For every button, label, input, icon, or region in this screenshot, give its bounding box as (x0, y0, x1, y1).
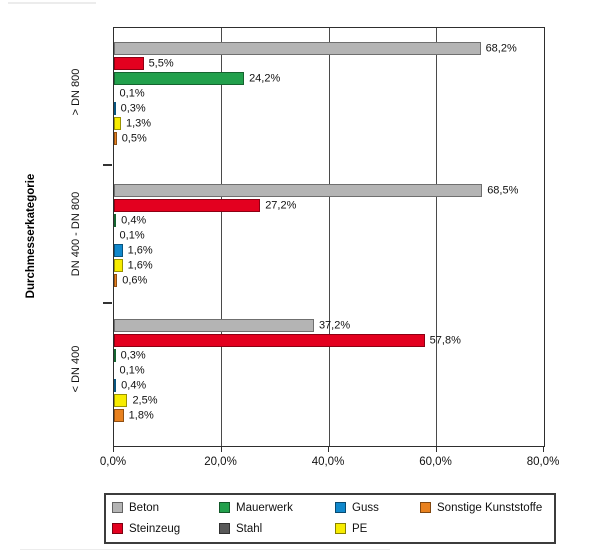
legend-box: Beton Mauerwerk Guss Sonstige Kunststoffe St… (104, 493, 556, 544)
bar-row-stahl: 0,1% (114, 87, 544, 100)
bar-mauerwerk (114, 349, 116, 362)
bar-row-stahl: 0,1% (114, 364, 544, 377)
bar-row-mauerwerk: 0,3% (114, 349, 544, 362)
bar-row-beton: 37,2% (114, 319, 544, 332)
x-axis-tick-label: 20,0% (204, 456, 237, 468)
bar-row-sonstige-kunststoffe: 0,5% (114, 132, 544, 145)
bar-value-label: 1,6% (127, 259, 153, 271)
scan-artifact-bottom (20, 549, 390, 550)
bar-row-sonstige-kunststoffe: 1,8% (114, 409, 544, 422)
bar-row-sonstige-kunststoffe: 0,6% (114, 274, 544, 287)
bar-value-label: 2,5% (132, 394, 158, 406)
bar-value-label: 0,1% (119, 364, 145, 376)
bar-beton (114, 184, 483, 197)
bar-value-label: 24,2% (249, 72, 281, 84)
category-label-2: DN 400 - DN 800 (70, 191, 82, 277)
x-axis-tick (220, 446, 222, 452)
scan-artifact-top (8, 2, 96, 4)
bar-pe (114, 259, 123, 272)
gridline-20pct (221, 28, 222, 446)
bar-steinzeug (114, 334, 425, 347)
bar-sonstige-kunststoffe (114, 132, 117, 145)
x-axis-tick (543, 446, 544, 452)
bar-steinzeug (114, 199, 261, 212)
bar-row-guss: 1,6% (114, 244, 544, 257)
bar-pe (114, 394, 128, 407)
x-axis-tick-label: 0,0% (99, 456, 127, 468)
bar-beton (114, 319, 314, 332)
legend-label: PE (352, 523, 368, 535)
bar-value-label: 1,6% (127, 244, 153, 256)
x-axis-tick-label: 60,0% (419, 456, 452, 468)
bar-value-label: 0,4% (121, 379, 147, 391)
bar-guss (114, 244, 123, 257)
bar-value-label: 37,2% (318, 319, 351, 331)
gridline-40pct (329, 28, 330, 446)
bar-value-label: 0,1% (119, 229, 145, 241)
legend-swatch-sonstige-kunststoffe (420, 502, 431, 513)
x-axis-tick-label: 40,0% (311, 456, 345, 468)
bar-mauerwerk (114, 72, 245, 85)
legend-swatch-pe (335, 523, 346, 534)
legend-swatch-mauerwerk (219, 502, 230, 513)
y-axis-title: Durchmesserkategorie (25, 173, 37, 299)
plot-area: 68,2% 5,5% 24,2% 0,1% 0,3% 1,3% 0,5% 68,5% 27,2%… (113, 27, 545, 447)
legend-label: Steinzeug (129, 523, 181, 535)
bar-row-steinzeug: 57,8% (114, 334, 544, 347)
bar-row-pe: 1,3% (114, 117, 544, 130)
legend-label: Guss (352, 502, 379, 514)
x-axis-tick (435, 446, 437, 452)
bar-sonstige-kunststoffe (114, 409, 124, 422)
bar-row-guss: 0,4% (114, 379, 544, 392)
x-axis-tick (113, 446, 114, 452)
bar-beton (114, 42, 481, 55)
bar-value-label: 0,3% (120, 102, 146, 114)
bar-guss (114, 102, 116, 115)
bar-value-label: 0,5% (121, 132, 147, 144)
x-axis-tick-label: 80,0% (526, 456, 560, 468)
bar-row-stahl: 0,1% (114, 229, 544, 242)
bar-row-steinzeug: 5,5% (114, 57, 544, 70)
legend-swatch-guss (335, 502, 346, 513)
bar-value-label: 0,3% (120, 349, 146, 361)
bar-value-label: 5,5% (148, 57, 174, 69)
legend-label: Beton (129, 502, 160, 514)
legend-swatch-steinzeug (112, 523, 123, 534)
bar-steinzeug (114, 57, 144, 70)
bar-pe (114, 117, 121, 130)
category-boundary-tick (103, 302, 112, 304)
legend-label: Stahl (236, 523, 263, 535)
bar-row-beton: 68,5% (114, 184, 544, 197)
bar-row-mauerwerk: 24,2% (114, 72, 544, 85)
category-label-1: > DN 800 (70, 68, 82, 116)
bar-value-label: 0,4% (121, 214, 147, 226)
bar-sonstige-kunststoffe (114, 274, 118, 287)
bar-row-pe: 2,5% (114, 394, 544, 407)
gridline-60pct (436, 28, 437, 446)
bar-row-pe: 1,6% (114, 259, 544, 272)
legend-swatch-beton (112, 502, 123, 513)
bar-value-label: 27,2% (265, 199, 297, 211)
bar-value-label: 1,8% (128, 409, 154, 421)
bar-value-label: 68,5% (487, 184, 519, 196)
bar-row-guss: 0,3% (114, 102, 544, 115)
category-boundary-tick (103, 164, 112, 166)
bar-value-label: 57,8% (429, 334, 461, 346)
bar-row-mauerwerk: 0,4% (114, 214, 544, 227)
bar-row-beton: 68,2% (114, 42, 544, 55)
bar-value-label: 0,1% (119, 87, 145, 99)
legend-label: Mauerwerk (236, 502, 293, 514)
legend-label: Sonstige Kunststoffe (437, 502, 543, 514)
x-axis-tick (328, 446, 329, 452)
bar-mauerwerk (114, 214, 117, 227)
bar-guss (114, 379, 117, 392)
bar-row-steinzeug: 27,2% (114, 199, 544, 212)
category-label-3: < DN 400 (70, 345, 82, 393)
legend-swatch-stahl (219, 523, 230, 534)
bar-value-label: 0,6% (122, 274, 148, 286)
bar-value-label: 68,2% (485, 42, 517, 54)
bar-value-label: 1,3% (125, 117, 152, 129)
